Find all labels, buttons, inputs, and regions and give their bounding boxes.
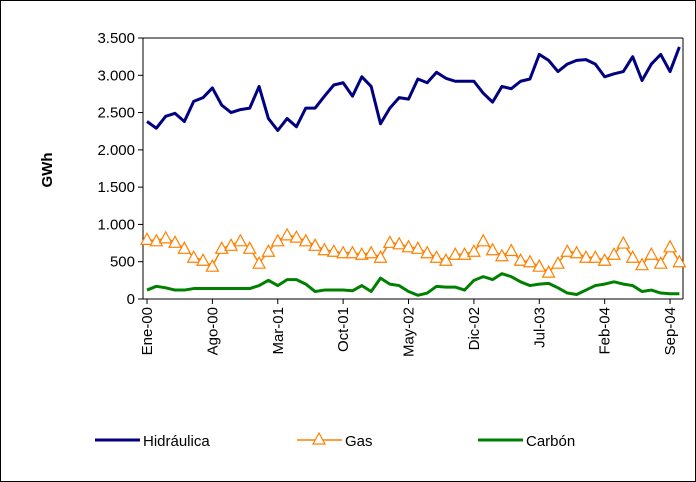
series-marker — [186, 249, 201, 263]
series-marker — [336, 245, 351, 259]
series-marker — [205, 258, 220, 272]
y-tick-label: 2.500 — [97, 105, 135, 122]
series-marker — [177, 241, 192, 254]
y-tick-label: 2.000 — [97, 142, 135, 159]
series-line — [146, 46, 681, 132]
legend-label: Gas — [345, 433, 373, 450]
series-marker — [224, 238, 239, 251]
series-marker — [326, 244, 341, 257]
series-marker — [345, 245, 360, 259]
x-tick-label: Oct-01 — [335, 307, 352, 352]
y-tick-label: 1.500 — [97, 179, 135, 196]
series-marker — [373, 249, 388, 263]
x-tick-label: Ago-00 — [204, 307, 221, 355]
series-marker — [532, 258, 547, 272]
series-marker — [550, 255, 565, 269]
series-marker — [606, 247, 622, 260]
legend-marker — [311, 431, 327, 445]
series-marker — [233, 233, 248, 247]
y-tick-label: 3.500 — [97, 30, 135, 47]
series-marker — [635, 257, 650, 271]
series-marker — [242, 241, 257, 254]
series-marker — [401, 239, 416, 253]
series-marker — [158, 230, 173, 244]
series-marker — [298, 233, 313, 247]
series-marker — [196, 252, 211, 266]
series-marker — [625, 249, 640, 263]
series-marker — [139, 232, 155, 245]
series-marker — [308, 238, 323, 251]
series-marker — [392, 236, 407, 250]
x-tick-label: Sep-04 — [662, 307, 679, 355]
y-tick-label: 0 — [127, 291, 135, 308]
series-marker — [616, 235, 631, 249]
series-marker — [569, 245, 584, 259]
series-marker — [168, 235, 183, 248]
y-tick-label: 3.000 — [97, 67, 135, 84]
series-marker — [644, 247, 659, 260]
series-marker — [541, 264, 556, 278]
x-tick-label: Feb-04 — [597, 307, 614, 355]
series-marker — [522, 254, 537, 268]
x-tick-label: Ene-00 — [139, 307, 156, 355]
series-marker — [672, 254, 687, 268]
series-marker — [289, 229, 304, 243]
series-marker — [466, 244, 481, 257]
series-marker — [663, 239, 678, 253]
series-marker — [448, 247, 463, 260]
series-marker — [420, 245, 435, 259]
series-marker — [588, 249, 603, 263]
series-marker — [429, 249, 444, 263]
series-marker — [317, 242, 332, 256]
y-tick-label: 500 — [110, 254, 135, 271]
legend-label: Carbón — [526, 433, 575, 450]
x-tick-label: Mar-01 — [270, 307, 287, 355]
series-marker — [476, 233, 491, 247]
series-marker — [560, 244, 575, 257]
legend-label: Hidráulica — [143, 433, 210, 450]
y-tick-label: 1.000 — [97, 216, 135, 233]
series-marker — [252, 255, 267, 269]
series-line — [146, 272, 680, 297]
series-marker — [280, 227, 295, 241]
x-tick-label: Dic-02 — [466, 307, 483, 350]
series-marker — [504, 243, 519, 257]
series-marker — [354, 247, 369, 260]
series-marker — [513, 252, 528, 266]
series-marker — [410, 241, 425, 254]
series-marker — [578, 249, 593, 263]
y-axis-label: GWh — [39, 153, 56, 188]
series-marker — [261, 244, 276, 257]
x-tick-label: Jul-03 — [531, 307, 548, 348]
series-marker — [653, 255, 668, 269]
series-marker — [382, 235, 397, 248]
x-tick-label: May-02 — [401, 307, 418, 357]
series-marker — [485, 242, 500, 256]
series-marker — [364, 245, 379, 259]
